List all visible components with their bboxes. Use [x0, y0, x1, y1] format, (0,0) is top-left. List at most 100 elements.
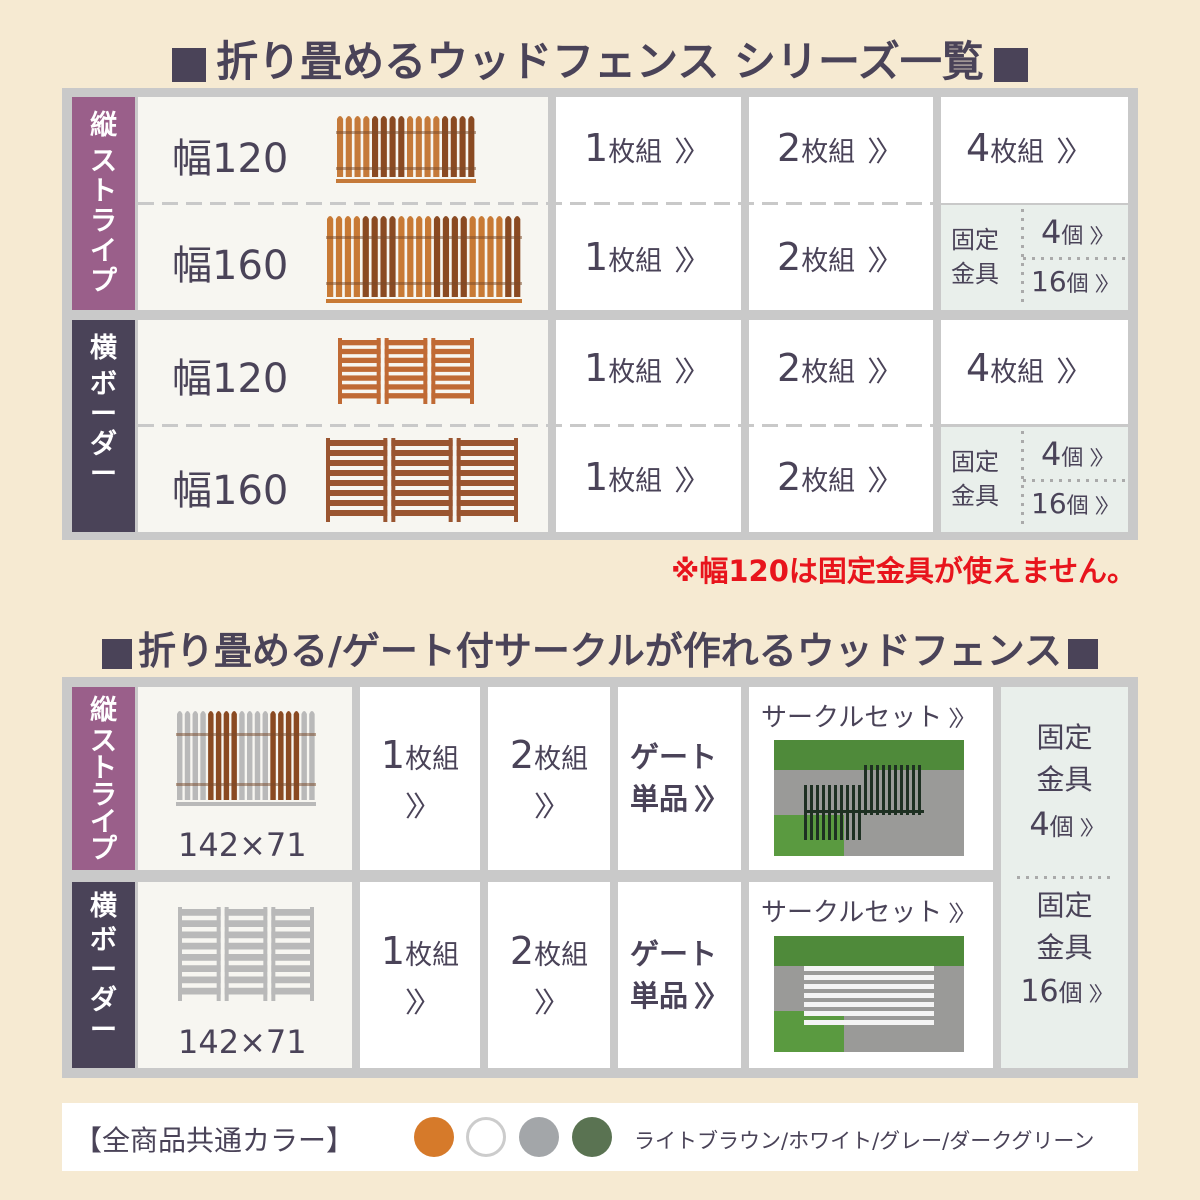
picket [882, 765, 885, 815]
fence-image-gray-vertical [176, 711, 316, 806]
link-gate-horizontal[interactable]: ゲート 単品 〉〉 [618, 882, 741, 1068]
slat [338, 393, 381, 399]
slat [391, 440, 453, 446]
link-1-set-horizontal-160[interactable]: 1枚組 〉〉 [584, 455, 710, 499]
slat [804, 1020, 934, 1025]
fixture-16-link[interactable]: 16個 〉〉 [1031, 265, 1120, 298]
slat [271, 909, 314, 916]
fixture-column: 固定 金具 4個 〉〉 固定 金具 16個 〉〉 [1001, 687, 1128, 1068]
link-2-set-horizontal-160[interactable]: 2枚組 〉〉 [777, 455, 903, 499]
square-icon [1067, 638, 1098, 669]
picket [192, 711, 198, 800]
slat [338, 366, 381, 372]
link-1-set-vertical-160[interactable]: 1枚組 〉〉 [584, 235, 710, 279]
link-2-set-horizontal-120[interactable]: 2枚組 〉〉 [777, 346, 903, 390]
slat [338, 384, 381, 390]
link-circle-set-vertical[interactable]: サークルセット 〉〉 [749, 687, 993, 870]
slat [804, 984, 934, 989]
fixture-16-link[interactable]: 16個 〉〉 [1020, 974, 1113, 1009]
link-2-set-vertical-160[interactable]: 2枚組 〉〉 [777, 235, 903, 279]
picket [270, 711, 276, 800]
row-divider [138, 202, 938, 205]
color-bar: 【全商品共通カラー】 ライトブラウン/ホワイト/グレー/ダークグリーン [62, 1103, 1138, 1171]
slat [431, 384, 474, 390]
swatch-gray [519, 1117, 559, 1157]
picket [200, 711, 206, 800]
fence-image-horizontal-160 [326, 438, 518, 522]
slat [384, 366, 428, 372]
fixture-4-link[interactable]: 4個 〉〉 [1041, 435, 1114, 473]
slat [338, 375, 381, 381]
fence-part [176, 733, 316, 736]
picket [262, 711, 268, 800]
circle-set-photo-white [774, 936, 964, 1052]
slat [326, 510, 388, 516]
picket [876, 765, 879, 815]
slat [431, 393, 474, 399]
grass [774, 936, 964, 966]
circle-set-photo-dark-green [774, 740, 964, 856]
slat [224, 987, 268, 995]
link-2-set-horizontal[interactable]: 2枚組 〉〉 [488, 882, 610, 1068]
picket [285, 711, 292, 800]
slat [224, 909, 268, 916]
fence-part [176, 802, 316, 806]
slat [271, 954, 314, 961]
slat [456, 460, 518, 466]
slat [391, 470, 453, 476]
link-gate-vertical[interactable]: ゲート 単品 〉〉 [618, 687, 741, 870]
slat [456, 440, 518, 446]
slat [456, 500, 518, 506]
dotted-divider [1023, 479, 1128, 482]
group-label-horizontal-border: 横ボーダー [72, 882, 135, 1068]
picket [247, 711, 253, 800]
picket [239, 711, 245, 800]
fence-part [804, 810, 924, 813]
dotted-divider [1021, 431, 1024, 529]
link-1-set-horizontal[interactable]: 1枚組 〉〉 [360, 882, 480, 1068]
slat [804, 1002, 934, 1007]
group-label-horizontal-border: 横ボーダー [72, 320, 135, 532]
fixture-4-link[interactable]: 4個 〉〉 [1029, 805, 1104, 843]
link-4-set-horizontal-120[interactable]: 4枚組 〉〉 [966, 346, 1092, 390]
color-names: ライトブラウン/ホワイト/グレー/ダークグリーン [634, 1129, 1095, 1153]
grass [774, 740, 964, 770]
fixture-label: 固定 金具 [1036, 889, 1093, 964]
slat [384, 340, 428, 346]
picket [906, 765, 909, 815]
fixture-16-link[interactable]: 16個 〉〉 [1031, 487, 1120, 520]
slat [224, 976, 268, 984]
fixture-4-link[interactable]: 4個 〉〉 [1041, 213, 1114, 251]
slat [338, 348, 381, 355]
fixture-label: 固定 金具 [951, 448, 999, 510]
link-circle-set-horizontal[interactable]: サークルセット 〉〉 [749, 882, 993, 1068]
link-2-set-vertical-120[interactable]: 2枚組 〉〉 [777, 126, 903, 170]
slat [431, 366, 474, 372]
slat [391, 490, 453, 496]
slat [326, 490, 388, 496]
picket [900, 765, 903, 815]
slat [271, 976, 314, 984]
link-2-set-vertical[interactable]: 2枚組 〉〉 [488, 687, 610, 870]
slat [391, 510, 453, 516]
slat [338, 340, 381, 346]
picket [301, 711, 307, 800]
width-label: 幅120 [172, 136, 289, 182]
fence-image-vertical-120 [336, 116, 476, 183]
swatch-light-brown [414, 1117, 454, 1157]
slat [178, 987, 221, 995]
link-1-set-vertical-120[interactable]: 1枚組 〉〉 [584, 126, 710, 170]
slat [271, 987, 314, 995]
group-label-vertical-stripe: 縦ストライプ [72, 97, 135, 310]
link-1-set-horizontal-120[interactable]: 1枚組 〉〉 [584, 346, 710, 390]
dotted-divider [1017, 876, 1113, 879]
picket [864, 765, 867, 815]
slat [178, 976, 221, 984]
slat [456, 470, 518, 476]
slat [326, 480, 388, 486]
slat [431, 348, 474, 355]
link-1-set-vertical[interactable]: 1枚組 〉〉 [360, 687, 480, 870]
slat [224, 954, 268, 961]
link-4-set-vertical-120[interactable]: 4枚組 〉〉 [966, 126, 1092, 170]
slat [271, 965, 314, 972]
